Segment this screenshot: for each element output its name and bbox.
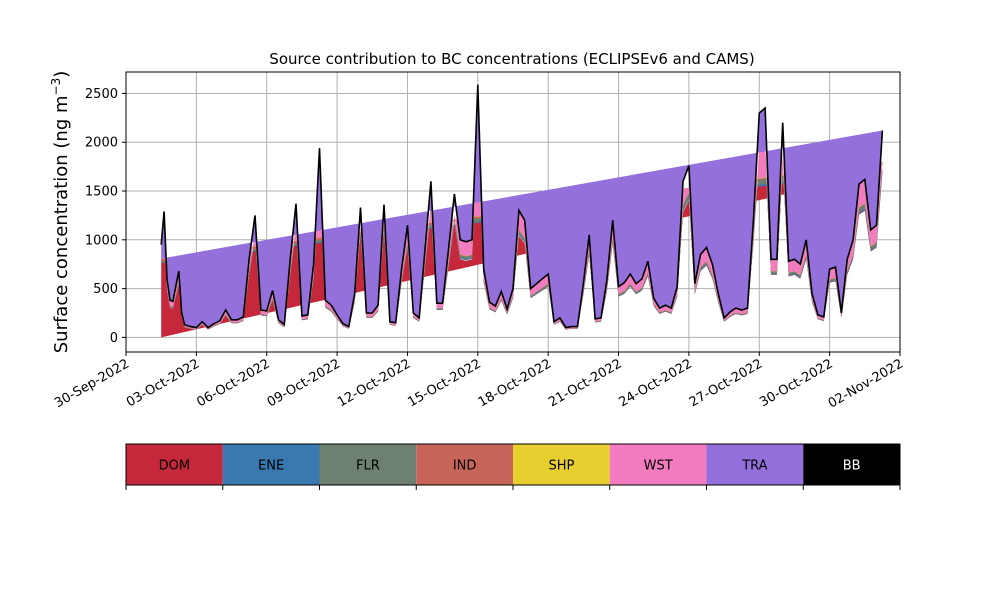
y-axis-ticks: 0 500 1000 1500 2000 2500 [85,87,126,346]
legend-label-tra: TRA [741,459,767,474]
legend-swatch-tra [706,444,804,485]
chart-title: Source contribution to BC concentrations… [269,50,754,68]
x-tick-label: 06-Oct-2022 [194,356,272,410]
y-tick-label: 1000 [85,233,118,248]
y-tick-label: 2000 [85,136,118,151]
x-tick-label: 27-Oct-2022 [687,356,765,410]
x-tick-label: 12-Oct-2022 [335,356,413,410]
legend-label-bb: BB [843,459,861,474]
legend-label-dom: DOM [159,459,190,474]
x-tick-label: 21-Oct-2022 [546,356,624,410]
legend: DOM ENE FLR IND SHP WST TRA BB [125,443,901,490]
x-tick-label: 30-Oct-2022 [757,356,835,410]
plot-frame [125,71,901,353]
legend-label-flr: FLR [356,459,380,474]
x-tick-label: 09-Oct-2022 [265,356,343,410]
x-tick-label: 15-Oct-2022 [405,356,483,410]
x-axis-ticks: 30-Sep-202203-Oct-202206-Oct-202209-Oct-… [52,352,906,411]
legend-swatch-wst [609,444,707,485]
x-tick-label: 24-Oct-2022 [617,356,695,410]
y-tick-label: 0 [110,331,118,346]
total-line [160,84,884,329]
x-tick-label: 30-Sep-2022 [52,356,132,411]
legend-label-wst: WST [644,459,673,474]
legend-swatch-flr [319,444,417,485]
x-tick-label: 18-Oct-2022 [476,356,554,410]
legend-swatch-dom [126,444,223,485]
legend-label-ind: IND [453,459,477,474]
y-axis-label: Surface concentration (ng m−3) [49,71,72,354]
legend-label-shp: SHP [548,459,574,474]
area-tra [161,84,883,328]
y-tick-label: 500 [93,282,118,297]
y-tick-label: 2500 [85,87,118,102]
legend-swatch-ind [416,444,513,485]
y-tick-label: 1500 [85,185,118,200]
stacked-areas [161,84,883,338]
legend-swatch-shp [513,444,610,485]
plot-area [125,71,901,353]
legend-label-ene: ENE [258,459,284,474]
x-tick-label: 03-Oct-2022 [124,356,202,410]
x-tick-label: 02-Nov-2022 [826,356,906,411]
legend-swatch-bb [803,444,900,485]
legend-swatch-ene [222,444,320,485]
